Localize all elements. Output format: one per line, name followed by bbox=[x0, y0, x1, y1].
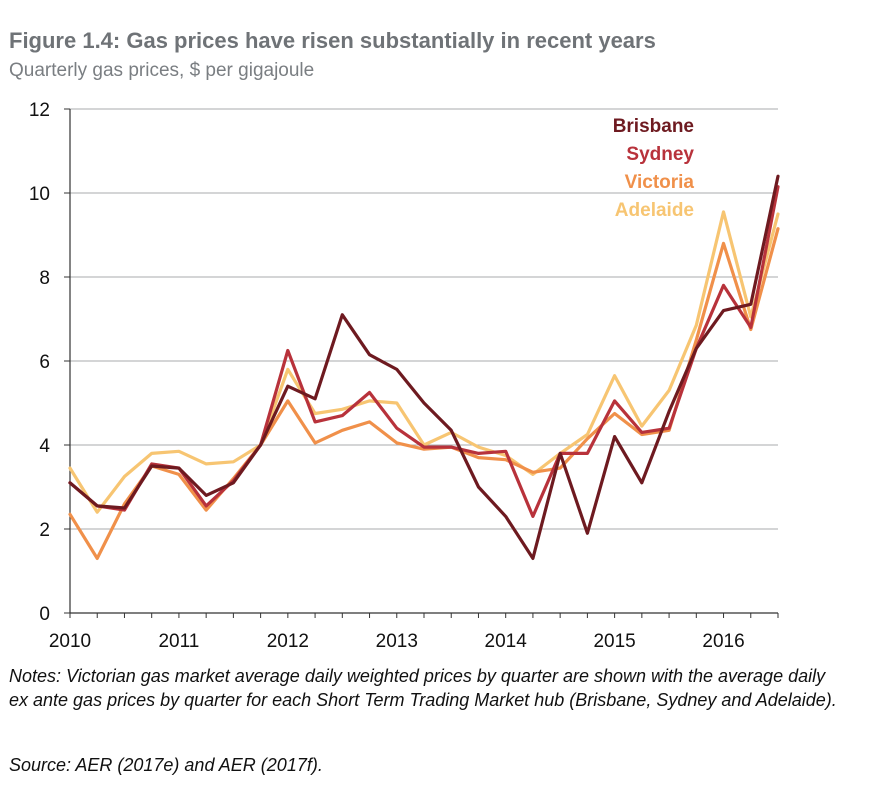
series-line-victoria bbox=[68, 227, 780, 561]
x-tick-label: 2013 bbox=[376, 631, 418, 652]
chart-subtitle: Quarterly gas prices, $ per gigajoule bbox=[9, 60, 315, 81]
x-tick-label: 2012 bbox=[267, 631, 309, 652]
legend-item-victoria: Victoria bbox=[625, 172, 695, 193]
chart-notes: Notes: Victorian gas market average dail… bbox=[9, 666, 837, 710]
series-lines bbox=[68, 174, 780, 561]
axes: 0 2 4 6 8 10 12 2010 2011 2012 2013 2014 2015 2016 bbox=[29, 100, 779, 652]
series-line-brisbane bbox=[68, 174, 780, 561]
y-tick-label: 12 bbox=[29, 100, 50, 121]
y-tick-label: 8 bbox=[39, 268, 50, 289]
y-tick-label: 10 bbox=[29, 184, 50, 205]
x-tick-label: 2014 bbox=[485, 631, 528, 652]
x-tick-label: 2015 bbox=[593, 631, 635, 652]
chart-title: Figure 1.4: Gas prices have risen substa… bbox=[9, 28, 656, 53]
y-tick-label: 2 bbox=[39, 520, 50, 541]
x-tick-label: 2011 bbox=[158, 631, 199, 652]
series-line-adelaide bbox=[68, 210, 780, 514]
legend-item-sydney: Sydney bbox=[626, 144, 694, 165]
y-tick-label: 6 bbox=[39, 352, 50, 373]
line-chart: 0 2 4 6 8 10 12 2010 2011 2012 2013 2014 2015 2016 Br… bbox=[29, 100, 780, 652]
x-tick-label: 2010 bbox=[49, 631, 91, 652]
legend: Brisbane Sydney Victoria Adelaide bbox=[613, 116, 695, 221]
x-tick-label: 2016 bbox=[702, 631, 744, 652]
y-tick-label: 0 bbox=[39, 604, 50, 625]
y-tick-label: 4 bbox=[39, 436, 50, 457]
series-line-sydney bbox=[68, 185, 780, 519]
legend-item-brisbane: Brisbane bbox=[613, 116, 694, 137]
legend-item-adelaide: Adelaide bbox=[615, 200, 694, 221]
chart-source: Source: AER (2017e) and AER (2017f). bbox=[9, 755, 323, 775]
